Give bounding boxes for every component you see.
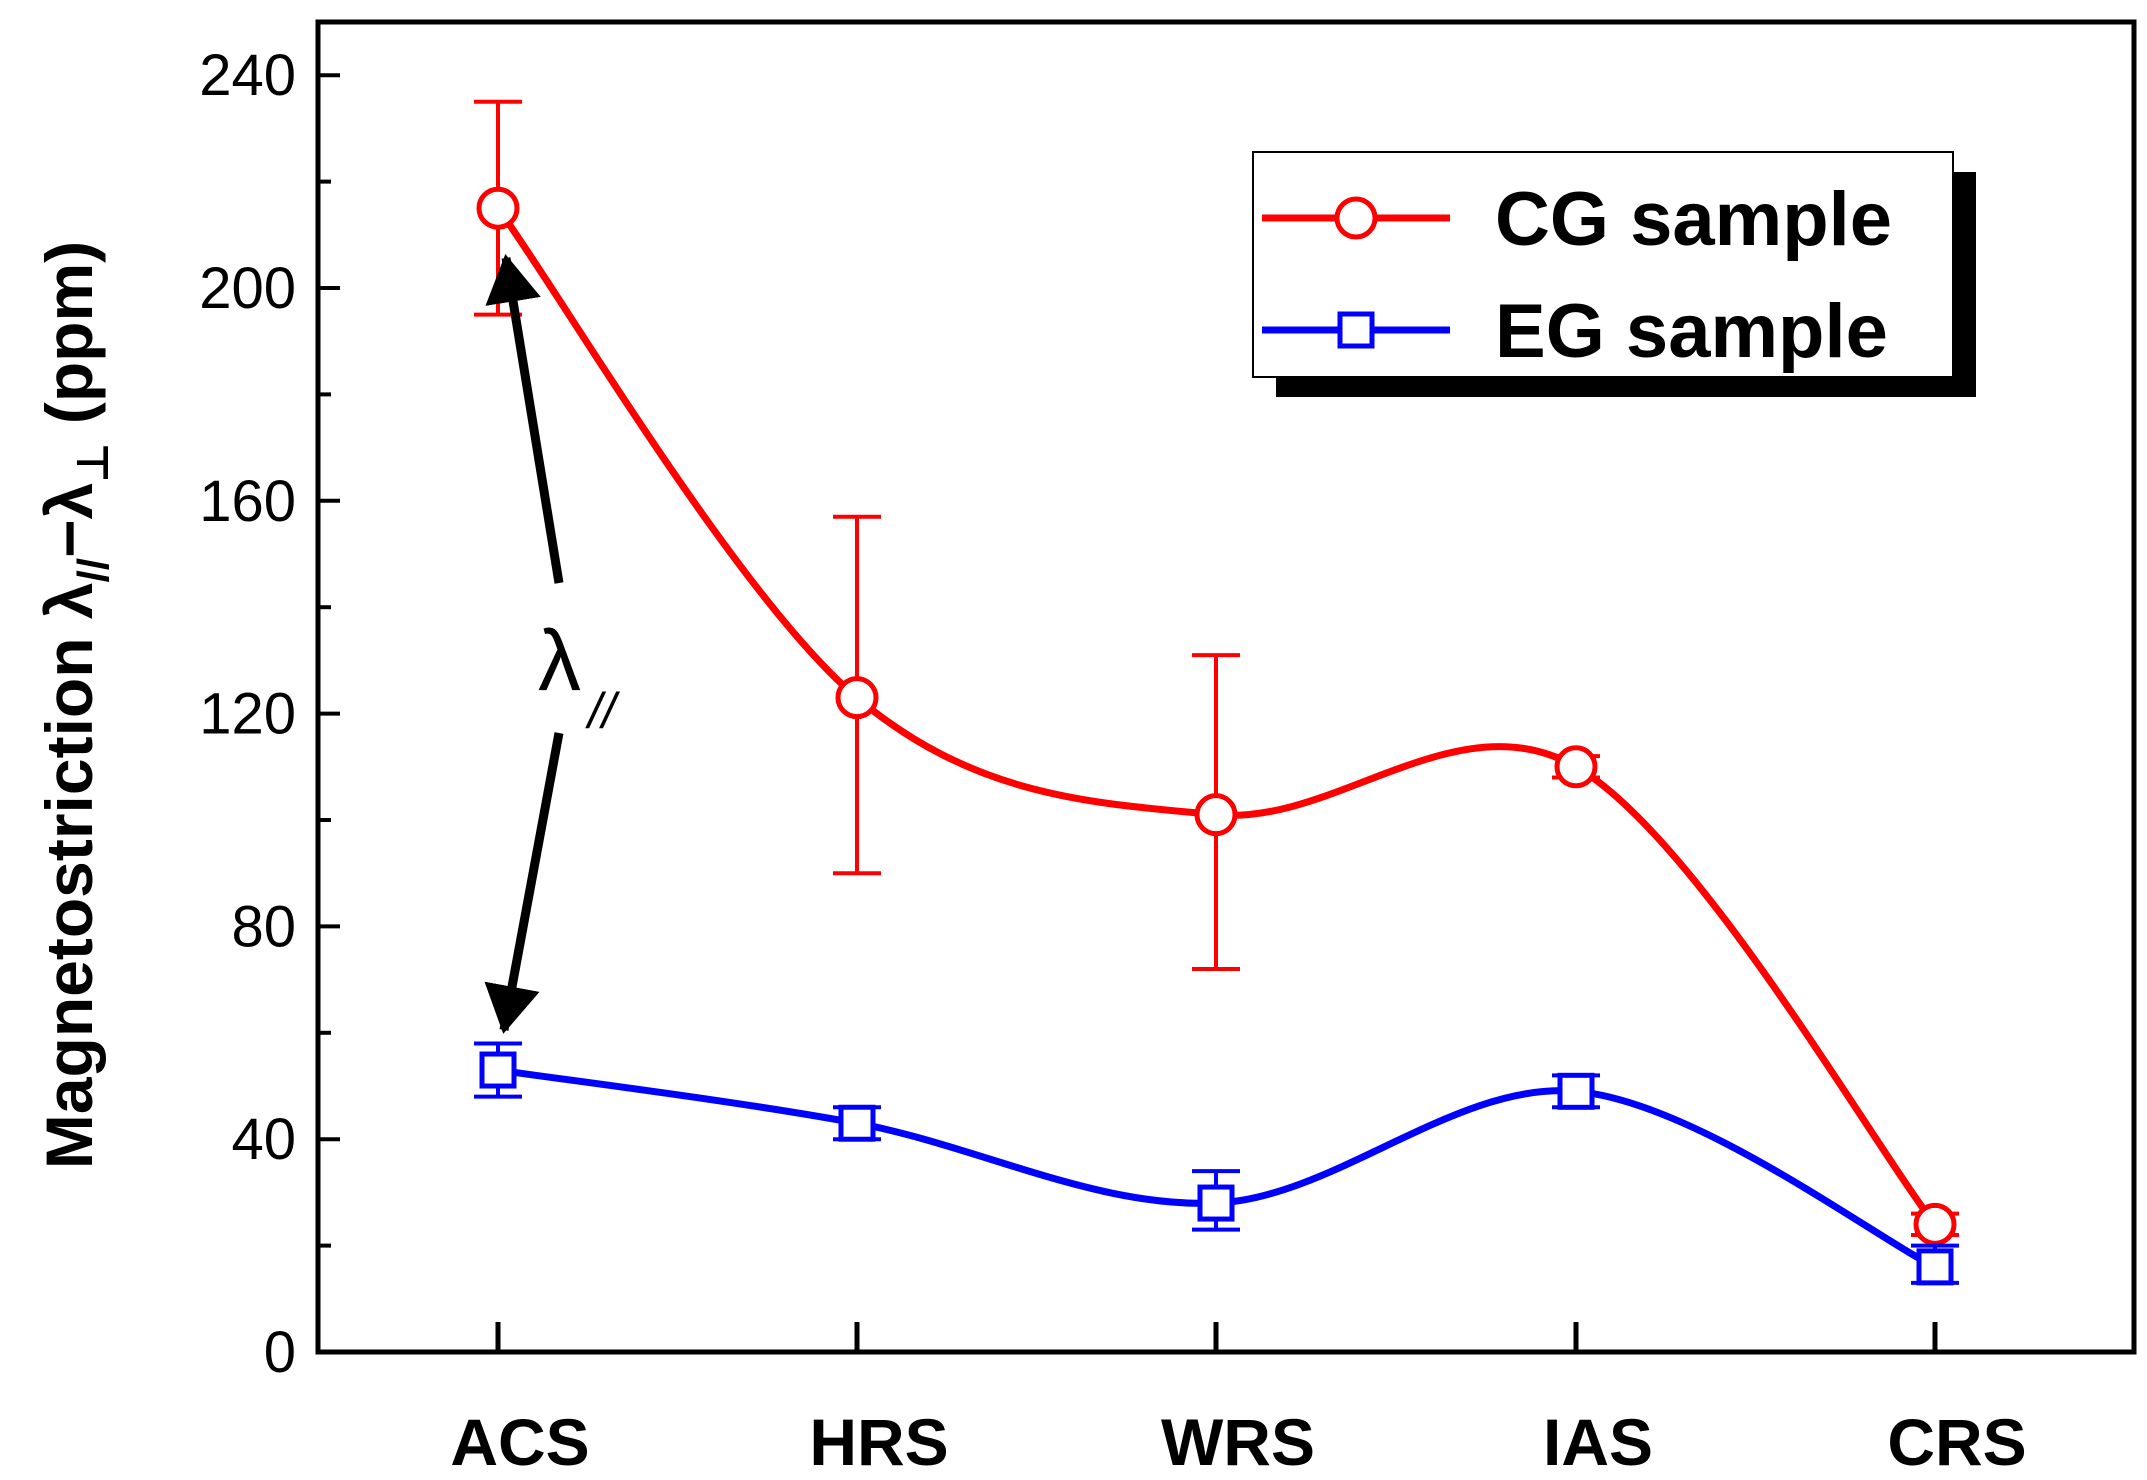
- legend-label: EG sample: [1495, 289, 1888, 374]
- y-tick-label: 40: [231, 1107, 296, 1172]
- y-axis-tick-labels: 0 40 80 120 160 200 240: [199, 43, 296, 1385]
- y-axis-title-parallel-subscript: //: [69, 558, 118, 582]
- y-axis-title-lambda-perp: λ: [32, 483, 106, 520]
- data-point: [1557, 1072, 1595, 1110]
- y-tick-label: 240: [199, 43, 296, 108]
- legend-marker: [1334, 196, 1378, 240]
- plot-frame: [315, 19, 2137, 1355]
- x-axis-ticks: [495, 1322, 1938, 1352]
- y-tick-label: 80: [231, 894, 296, 959]
- data-point: [1913, 1202, 1957, 1246]
- legend-item-eg-sample: EG sample: [1262, 289, 1888, 374]
- legend: CG sample EG sample: [1252, 151, 1976, 397]
- x-tick-label: HRS: [809, 1405, 948, 1479]
- data-point: [1197, 1184, 1235, 1222]
- y-tick-label: 0: [264, 1320, 296, 1385]
- data-point: [1916, 1248, 1954, 1286]
- data-point: [479, 1051, 517, 1089]
- y-tick-label: 120: [199, 682, 296, 747]
- y-axis-title-main: Magnetostriction: [32, 619, 106, 1169]
- y-axis-title-lambda-parallel: λ: [32, 582, 106, 619]
- x-tick-label: WRS: [1161, 1405, 1315, 1479]
- annotation-arrow-up: [485, 254, 564, 584]
- data-point: [476, 186, 520, 230]
- series-layer: [474, 99, 1959, 1286]
- y-tick-label: 200: [199, 256, 296, 321]
- y-axis-title: Magnetostriction λ//−λ⊥ (ppm): [32, 241, 118, 1169]
- y-axis-ticks: [318, 73, 340, 1354]
- x-tick-label: CRS: [1887, 1405, 2026, 1479]
- series-cg-sample: [474, 99, 1959, 1246]
- y-tick-label: 160: [199, 469, 296, 534]
- series-line: [497, 1066, 1937, 1271]
- legend-label: CG sample: [1495, 177, 1892, 262]
- legend-item-cg-sample: CG sample: [1262, 177, 1892, 262]
- legend-marker: [1337, 311, 1375, 349]
- y-axis-title-perp-subscript: ⊥: [69, 442, 118, 482]
- annotation-arrow-down: [484, 732, 564, 1034]
- annotation-lambda: λ: [538, 613, 581, 709]
- series-eg-sample: [474, 1041, 1959, 1286]
- annotation-lambda-subscript: //: [585, 683, 621, 739]
- y-axis-title-unit: (ppm): [32, 241, 106, 443]
- data-point: [838, 1104, 876, 1142]
- data-point: [835, 676, 879, 720]
- data-point: [1194, 793, 1238, 837]
- x-tick-label: IAS: [1543, 1405, 1653, 1479]
- x-tick-label: ACS: [450, 1405, 589, 1479]
- y-axis-title-minus: −: [32, 519, 106, 558]
- x-axis-tick-labels: ACS HRS WRS IAS CRS: [450, 1405, 2026, 1479]
- data-point: [1554, 745, 1598, 789]
